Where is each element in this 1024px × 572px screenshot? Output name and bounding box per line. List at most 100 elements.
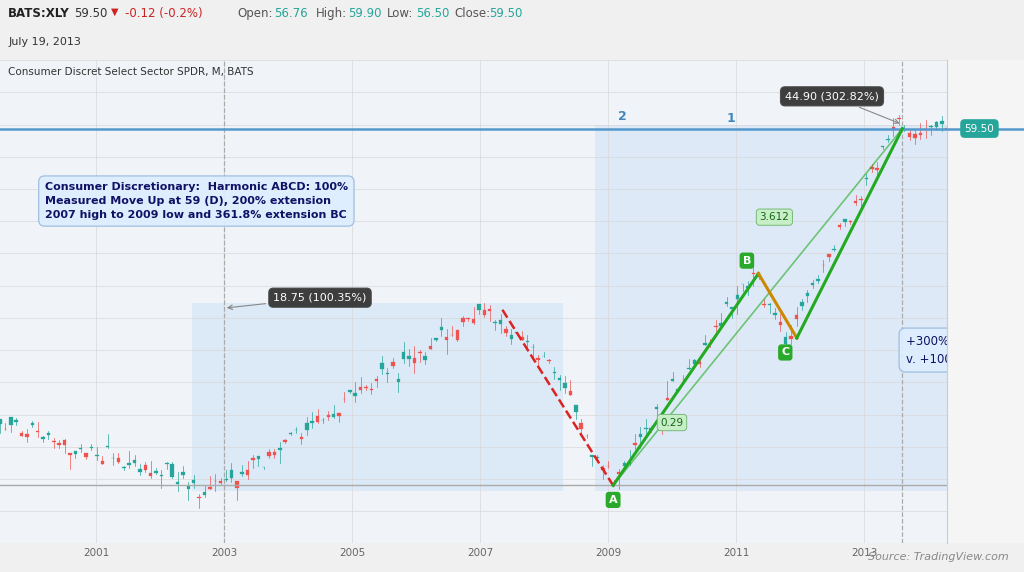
Bar	[482, 310, 486, 315]
Bar	[14, 420, 17, 422]
Bar	[816, 279, 820, 280]
Bar	[924, 129, 928, 130]
Bar	[315, 416, 319, 422]
Bar	[332, 414, 336, 416]
Text: +300% off of the Mar 2009 Low
v. +100% 2002 Low-2007 high: +300% off of the Mar 2009 Low v. +100% 2…	[905, 335, 1024, 366]
Bar	[69, 453, 72, 455]
Bar	[773, 313, 777, 315]
Bar	[784, 337, 787, 344]
Bar	[876, 168, 879, 170]
Bar	[886, 139, 890, 140]
Text: 59.50: 59.50	[489, 7, 523, 20]
Bar	[257, 456, 260, 459]
Bar	[504, 329, 508, 333]
Bar	[358, 387, 362, 391]
Bar	[272, 452, 276, 455]
Bar	[940, 121, 943, 124]
Text: Low:: Low:	[387, 7, 414, 20]
Bar	[537, 358, 540, 360]
Bar	[401, 352, 406, 359]
Bar	[445, 337, 449, 340]
Bar	[897, 118, 900, 120]
Bar	[434, 338, 437, 340]
Bar	[730, 307, 733, 309]
Text: 44.90 (302.82%): 44.90 (302.82%)	[785, 92, 899, 124]
Text: 59.50: 59.50	[74, 7, 108, 20]
Bar	[148, 472, 153, 476]
Bar	[671, 379, 675, 381]
Bar	[601, 468, 604, 470]
Bar	[649, 428, 653, 431]
Bar	[563, 383, 567, 388]
Bar	[365, 387, 368, 388]
Bar	[0, 419, 2, 424]
Text: B: B	[742, 256, 751, 265]
Bar	[375, 379, 379, 382]
Bar	[843, 219, 847, 223]
Bar	[74, 451, 77, 454]
Text: 3.612: 3.612	[760, 212, 790, 222]
Text: -0.12 (-0.2%): -0.12 (-0.2%)	[125, 7, 203, 20]
Bar	[305, 423, 308, 430]
Text: 1: 1	[726, 112, 735, 125]
Bar	[9, 416, 12, 426]
Bar	[391, 362, 394, 366]
Bar	[396, 379, 400, 382]
Bar	[100, 461, 104, 464]
Bar	[203, 492, 206, 495]
Bar	[84, 454, 88, 458]
Bar	[703, 343, 707, 345]
Bar	[41, 436, 45, 439]
Text: Source: TradingView.com: Source: TradingView.com	[868, 552, 1009, 562]
Bar	[386, 373, 389, 374]
Bar	[811, 283, 814, 285]
Bar	[122, 467, 126, 468]
Bar	[720, 323, 723, 326]
Text: High:: High:	[315, 7, 346, 20]
Bar	[19, 433, 24, 435]
Bar	[628, 463, 632, 464]
Bar	[472, 319, 475, 323]
Bar	[881, 146, 885, 147]
Bar	[47, 433, 50, 435]
Bar	[279, 448, 282, 450]
Bar	[4, 428, 7, 430]
Bar	[913, 133, 916, 138]
Bar	[838, 225, 842, 227]
Bar	[558, 378, 561, 380]
Bar	[170, 464, 174, 476]
Bar	[611, 483, 615, 484]
Bar	[806, 293, 809, 296]
Bar	[520, 337, 523, 340]
Bar	[574, 405, 578, 412]
Bar	[677, 389, 680, 391]
Bar	[499, 320, 502, 324]
Bar	[590, 455, 594, 457]
Bar	[698, 362, 701, 364]
Bar	[902, 129, 906, 130]
Bar	[337, 414, 341, 416]
Bar	[424, 356, 427, 360]
Bar	[800, 303, 804, 306]
Text: Consumer Discretionary:  Harmonic ABCD: 100%
Measured Move Up at 59 (D), 200% ex: Consumer Discretionary: Harmonic ABCD: 1…	[45, 182, 348, 220]
Bar	[117, 458, 120, 462]
Bar	[353, 394, 357, 396]
Bar	[580, 423, 583, 429]
Text: Close:: Close:	[455, 7, 490, 20]
Bar	[456, 330, 459, 340]
Bar	[165, 463, 169, 464]
Bar	[461, 318, 465, 321]
Bar	[709, 343, 712, 344]
Bar	[267, 452, 270, 455]
Text: 0.29: 0.29	[660, 418, 684, 427]
Bar	[138, 469, 141, 472]
Bar	[241, 472, 244, 474]
Bar	[633, 443, 637, 445]
Bar	[327, 415, 330, 417]
Bar	[596, 456, 599, 458]
Text: 18.75 (100.35%): 18.75 (100.35%)	[228, 293, 367, 309]
Text: Consumer Discret Select Sector SPDR, M, BATS: Consumer Discret Select Sector SPDR, M, …	[7, 67, 253, 77]
Bar	[380, 363, 384, 369]
Text: 56.76: 56.76	[274, 7, 308, 20]
Bar	[870, 166, 873, 169]
